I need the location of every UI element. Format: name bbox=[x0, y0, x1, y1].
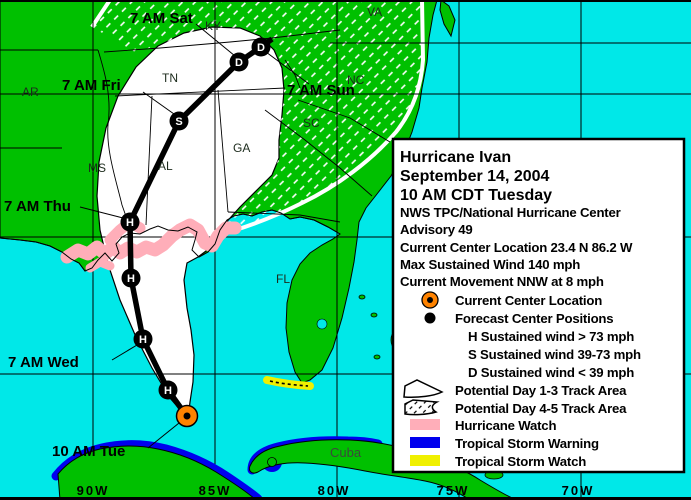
center-location: Current Center Location 23.4 N 86.2 W bbox=[400, 240, 633, 255]
landmass-delmarva bbox=[439, 0, 456, 38]
lake-okeechobee bbox=[316, 318, 328, 330]
marker-letter: D bbox=[235, 57, 243, 69]
time-label-wed: 7 AM Wed bbox=[8, 354, 79, 371]
time-label-thu: 7 AM Thu bbox=[4, 198, 71, 215]
map-border-top bbox=[0, 0, 691, 2]
day45-boundary-line-west bbox=[90, 0, 112, 29]
advisory-date: September 14, 2004 bbox=[400, 168, 550, 185]
state-label-va: VA bbox=[367, 5, 382, 19]
agency-name: NWS TPC/National Hurricane Center bbox=[400, 205, 621, 220]
max-wind: Max Sustained Wind 140 mph bbox=[400, 257, 580, 272]
legend-wind-h-label: H Sustained wind > 73 mph bbox=[468, 329, 634, 344]
state-labels: AR TN KY MS AL GA SC NC VA FL Cuba bbox=[22, 5, 382, 460]
time-label-fri: 7 AM Fri bbox=[62, 77, 121, 94]
legend-hurricane-watch-swatch bbox=[410, 419, 440, 430]
florida-keys bbox=[269, 380, 309, 387]
marker-letter: H bbox=[164, 385, 172, 397]
label-pointer-lines bbox=[79, 23, 310, 449]
state-label-sc: SC bbox=[303, 116, 320, 130]
legend-ts-watch-label: Tropical Storm Watch bbox=[455, 454, 586, 469]
time-label-sat: 7 AM Sat bbox=[130, 10, 193, 27]
legend-day45-label: Potential Day 4-5 Track Area bbox=[455, 401, 627, 416]
isle-of-youth bbox=[267, 457, 277, 467]
legend-wind-d-label: D Sustained wind < 39 mph bbox=[468, 365, 634, 380]
legend-day45-icon bbox=[404, 399, 440, 416]
legend-current-center-label: Current Center Location bbox=[455, 293, 602, 308]
state-label-ga: GA bbox=[233, 141, 250, 155]
state-label-ms: MS bbox=[88, 161, 106, 175]
lon-label-85w: 85W bbox=[199, 483, 232, 498]
forecast-position-markers: H H H H S D D bbox=[120, 37, 271, 400]
map-border-bottom bbox=[0, 497, 691, 500]
state-label-al: AL bbox=[158, 159, 173, 173]
legend-day13-icon bbox=[403, 379, 444, 398]
marker-letter: H bbox=[126, 217, 134, 229]
legend-ts-watch-swatch bbox=[410, 455, 440, 466]
time-labels: 7 AM Sat 7 AM Fri 7 AM Sun 7 AM Thu 7 AM… bbox=[4, 10, 355, 460]
state-label-ar: AR bbox=[22, 85, 39, 99]
state-label-nc: NC bbox=[347, 73, 365, 87]
marker-letter: H bbox=[127, 273, 135, 285]
longitude-labels: 90W 85W 80W 75W 70W bbox=[77, 483, 595, 498]
marker-letter: D bbox=[257, 42, 265, 54]
gulf-coastline bbox=[0, 209, 341, 272]
legend-ts-warning-swatch bbox=[410, 437, 440, 448]
marker-letter: H bbox=[139, 334, 147, 346]
lon-label-75w: 75W bbox=[437, 483, 470, 498]
advisory-time: 10 AM CDT Tuesday bbox=[400, 187, 552, 204]
time-label-sun: 7 AM Sun bbox=[287, 82, 355, 99]
state-label-fl: FL bbox=[276, 272, 290, 286]
lon-label-90w: 90W bbox=[77, 483, 110, 498]
lon-label-70w: 70W bbox=[562, 483, 595, 498]
advisory-number: Advisory 49 bbox=[400, 222, 473, 237]
time-label-tue: 10 AM Tue bbox=[52, 443, 125, 460]
info-box: Hurricane Ivan September 14, 2004 10 AM … bbox=[391, 137, 686, 474]
forecast-area-day45 bbox=[92, 0, 423, 235]
legend-hurricane-watch-label: Hurricane Watch bbox=[455, 418, 556, 433]
legend-ts-warning-label: Tropical Storm Warning bbox=[455, 436, 599, 451]
state-label-ky: KY bbox=[205, 19, 221, 33]
legend-day13-label: Potential Day 1-3 Track Area bbox=[455, 383, 627, 398]
legend-current-center-icon bbox=[421, 291, 439, 309]
state-borders bbox=[0, 29, 430, 226]
legend-forecast-positions-label: Forecast Center Positions bbox=[455, 311, 613, 326]
landmass-yucatan bbox=[57, 445, 257, 500]
current-movement: Current Movement NNW at 8 mph bbox=[400, 274, 604, 289]
day45-boundary-line bbox=[213, 0, 426, 238]
storm-name: Hurricane Ivan bbox=[400, 149, 511, 166]
lon-label-80w: 80W bbox=[318, 483, 351, 498]
legend-wind-s-label: S Sustained wind 39-73 mph bbox=[468, 347, 641, 362]
state-label-tn: TN bbox=[162, 71, 178, 85]
legend-forecast-position-icon bbox=[424, 312, 436, 324]
marker-letter: S bbox=[175, 116, 182, 128]
current-center-marker bbox=[175, 404, 199, 428]
state-label-cuba: Cuba bbox=[330, 445, 362, 460]
